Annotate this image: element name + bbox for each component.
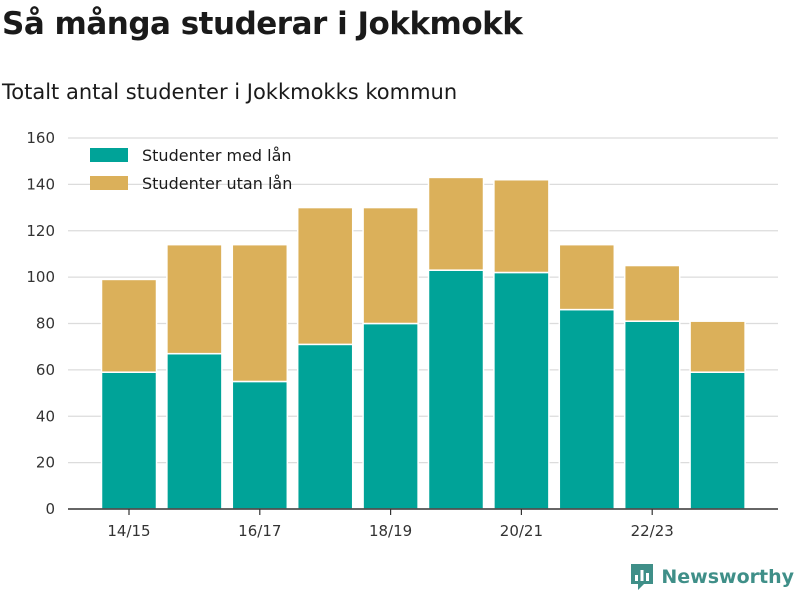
y-tick-label: 140 bbox=[26, 175, 55, 193]
x-axis: 14/15 16/17 18/19 20/21 22/23 bbox=[68, 508, 778, 540]
bars bbox=[100, 176, 746, 510]
bar-med-lan-14/15 bbox=[100, 371, 158, 510]
bar-utan-lan-20/21 bbox=[493, 178, 550, 274]
bar-med-lan-19/20 bbox=[427, 269, 485, 510]
chart-title: Så många studerar i Jokkmokk bbox=[2, 6, 523, 42]
bar-med-lan-22/23 bbox=[623, 320, 681, 510]
bar-med-lan-15/16 bbox=[166, 352, 223, 510]
bar-utan-lan-19/20 bbox=[427, 176, 485, 271]
y-axis: 0 20 40 60 80 100 120 140 160 bbox=[26, 129, 55, 518]
stacked-bar-chart: 0 20 40 60 80 100 120 140 160 14/15 16/17 18/19 20/… bbox=[26, 129, 778, 540]
bar-med-lan-16/17 bbox=[231, 380, 289, 510]
x-tick-label: 14/15 bbox=[107, 522, 150, 540]
bar-med-lan-18/19 bbox=[362, 322, 419, 510]
x-tick-label: 16/17 bbox=[238, 522, 281, 540]
newsworthy-logo-icon bbox=[631, 564, 654, 590]
bar-utan-lan-17/18 bbox=[296, 206, 354, 346]
y-tick-label: 20 bbox=[36, 454, 55, 472]
y-tick-label: 160 bbox=[26, 129, 55, 147]
bar-utan-lan-16/17 bbox=[231, 243, 289, 383]
y-tick-label: 120 bbox=[26, 222, 55, 240]
brand-name: Newsworthy bbox=[661, 566, 794, 588]
legend: Studenter med lån Studenter utan lån bbox=[90, 146, 292, 193]
bar-med-lan-17/18 bbox=[296, 343, 354, 510]
legend-swatch bbox=[90, 176, 128, 190]
bar-med-lan-20/21 bbox=[493, 271, 550, 510]
y-tick-label: 100 bbox=[26, 268, 55, 286]
bar-utan-lan-23/24 bbox=[689, 320, 746, 373]
brand: Newsworthy bbox=[629, 562, 794, 592]
bar-med-lan-21/22 bbox=[558, 308, 616, 510]
x-tick-label: 22/23 bbox=[631, 522, 674, 540]
legend-swatch bbox=[90, 148, 128, 162]
bar-utan-lan-21/22 bbox=[558, 243, 616, 311]
legend-label: Studenter med lån bbox=[142, 146, 292, 165]
x-tick-label: 18/19 bbox=[369, 522, 412, 540]
y-tick-label: 40 bbox=[36, 407, 55, 425]
bar-utan-lan-14/15 bbox=[100, 278, 158, 373]
legend-label: Studenter utan lån bbox=[142, 174, 292, 193]
chart-subtitle: Totalt antal studenter i Jokkmokks kommu… bbox=[2, 80, 458, 104]
bar-utan-lan-15/16 bbox=[166, 243, 223, 355]
y-tick-label: 0 bbox=[45, 500, 55, 518]
bar-utan-lan-18/19 bbox=[362, 206, 419, 325]
x-tick-label: 20/21 bbox=[500, 522, 543, 540]
bar-utan-lan-22/23 bbox=[623, 264, 681, 322]
y-tick-label: 60 bbox=[36, 361, 55, 379]
y-tick-label: 80 bbox=[36, 315, 55, 333]
bar-med-lan-23/24 bbox=[689, 371, 746, 510]
